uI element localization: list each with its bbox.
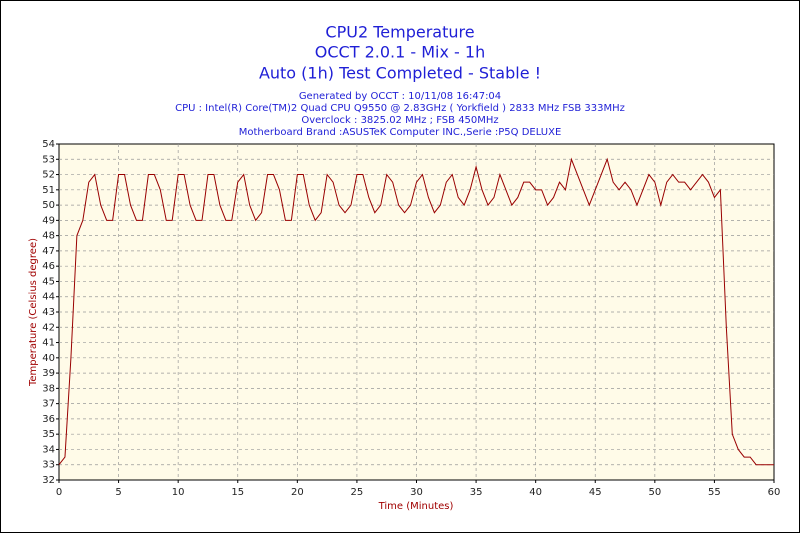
y-tick-label: 34 bbox=[42, 444, 55, 455]
y-tick-label: 47 bbox=[42, 246, 55, 257]
y-tick-label: 51 bbox=[42, 185, 55, 196]
y-tick-label: 33 bbox=[42, 460, 55, 471]
x-tick-label: 60 bbox=[768, 487, 781, 498]
info-line: Motherboard Brand :ASUSTeK Computer INC.… bbox=[239, 127, 562, 138]
y-tick-label: 40 bbox=[42, 353, 55, 364]
y-tick-label: 52 bbox=[42, 170, 55, 181]
x-axis-label: Time (Minutes) bbox=[378, 501, 454, 512]
y-tick-label: 38 bbox=[42, 383, 55, 394]
chart-title: CPU2 Temperature bbox=[325, 23, 474, 42]
x-tick-label: 55 bbox=[708, 487, 721, 498]
y-tick-label: 37 bbox=[42, 399, 55, 410]
y-tick-label: 49 bbox=[42, 215, 55, 226]
y-tick-label: 32 bbox=[42, 475, 55, 486]
x-tick-label: 45 bbox=[589, 487, 602, 498]
y-tick-label: 43 bbox=[42, 307, 55, 318]
x-tick-label: 5 bbox=[115, 487, 121, 498]
y-axis-label: Temperature (Celsius degree) bbox=[28, 238, 39, 387]
chart-status: Auto (1h) Test Completed - Stable ! bbox=[259, 64, 541, 83]
y-tick-label: 36 bbox=[42, 414, 55, 425]
x-tick-label: 30 bbox=[410, 487, 423, 498]
x-tick-label: 25 bbox=[351, 487, 364, 498]
y-tick-label: 54 bbox=[42, 139, 55, 150]
y-tick-label: 45 bbox=[42, 276, 55, 287]
x-tick-label: 10 bbox=[172, 487, 185, 498]
info-line: Overclock : 3825.02 MHz ; FSB 450MHz bbox=[301, 115, 498, 126]
x-tick-label: 0 bbox=[56, 487, 62, 498]
y-tick-label: 53 bbox=[42, 154, 55, 165]
info-line: Generated by OCCT : 10/11/08 16:47:04 bbox=[299, 91, 501, 102]
info-line: CPU : Intel(R) Core(TM)2 Quad CPU Q9550 … bbox=[175, 103, 625, 114]
y-tick-label: 46 bbox=[42, 261, 55, 272]
x-tick-label: 20 bbox=[291, 487, 304, 498]
x-tick-label: 35 bbox=[470, 487, 483, 498]
y-tick-label: 41 bbox=[42, 338, 55, 349]
y-tick-label: 42 bbox=[42, 322, 55, 333]
y-tick-label: 35 bbox=[42, 429, 55, 440]
y-tick-label: 48 bbox=[42, 231, 55, 242]
data-line bbox=[58, 157, 774, 466]
y-tick-label: 39 bbox=[42, 368, 55, 379]
x-tick-label: 15 bbox=[231, 487, 244, 498]
x-tick-label: 50 bbox=[648, 487, 661, 498]
y-tick-label: 50 bbox=[42, 200, 55, 211]
y-tick-label: 44 bbox=[42, 292, 55, 303]
x-tick-label: 40 bbox=[529, 487, 542, 498]
chart-subtitle: OCCT 2.0.1 - Mix - 1h bbox=[315, 43, 485, 62]
